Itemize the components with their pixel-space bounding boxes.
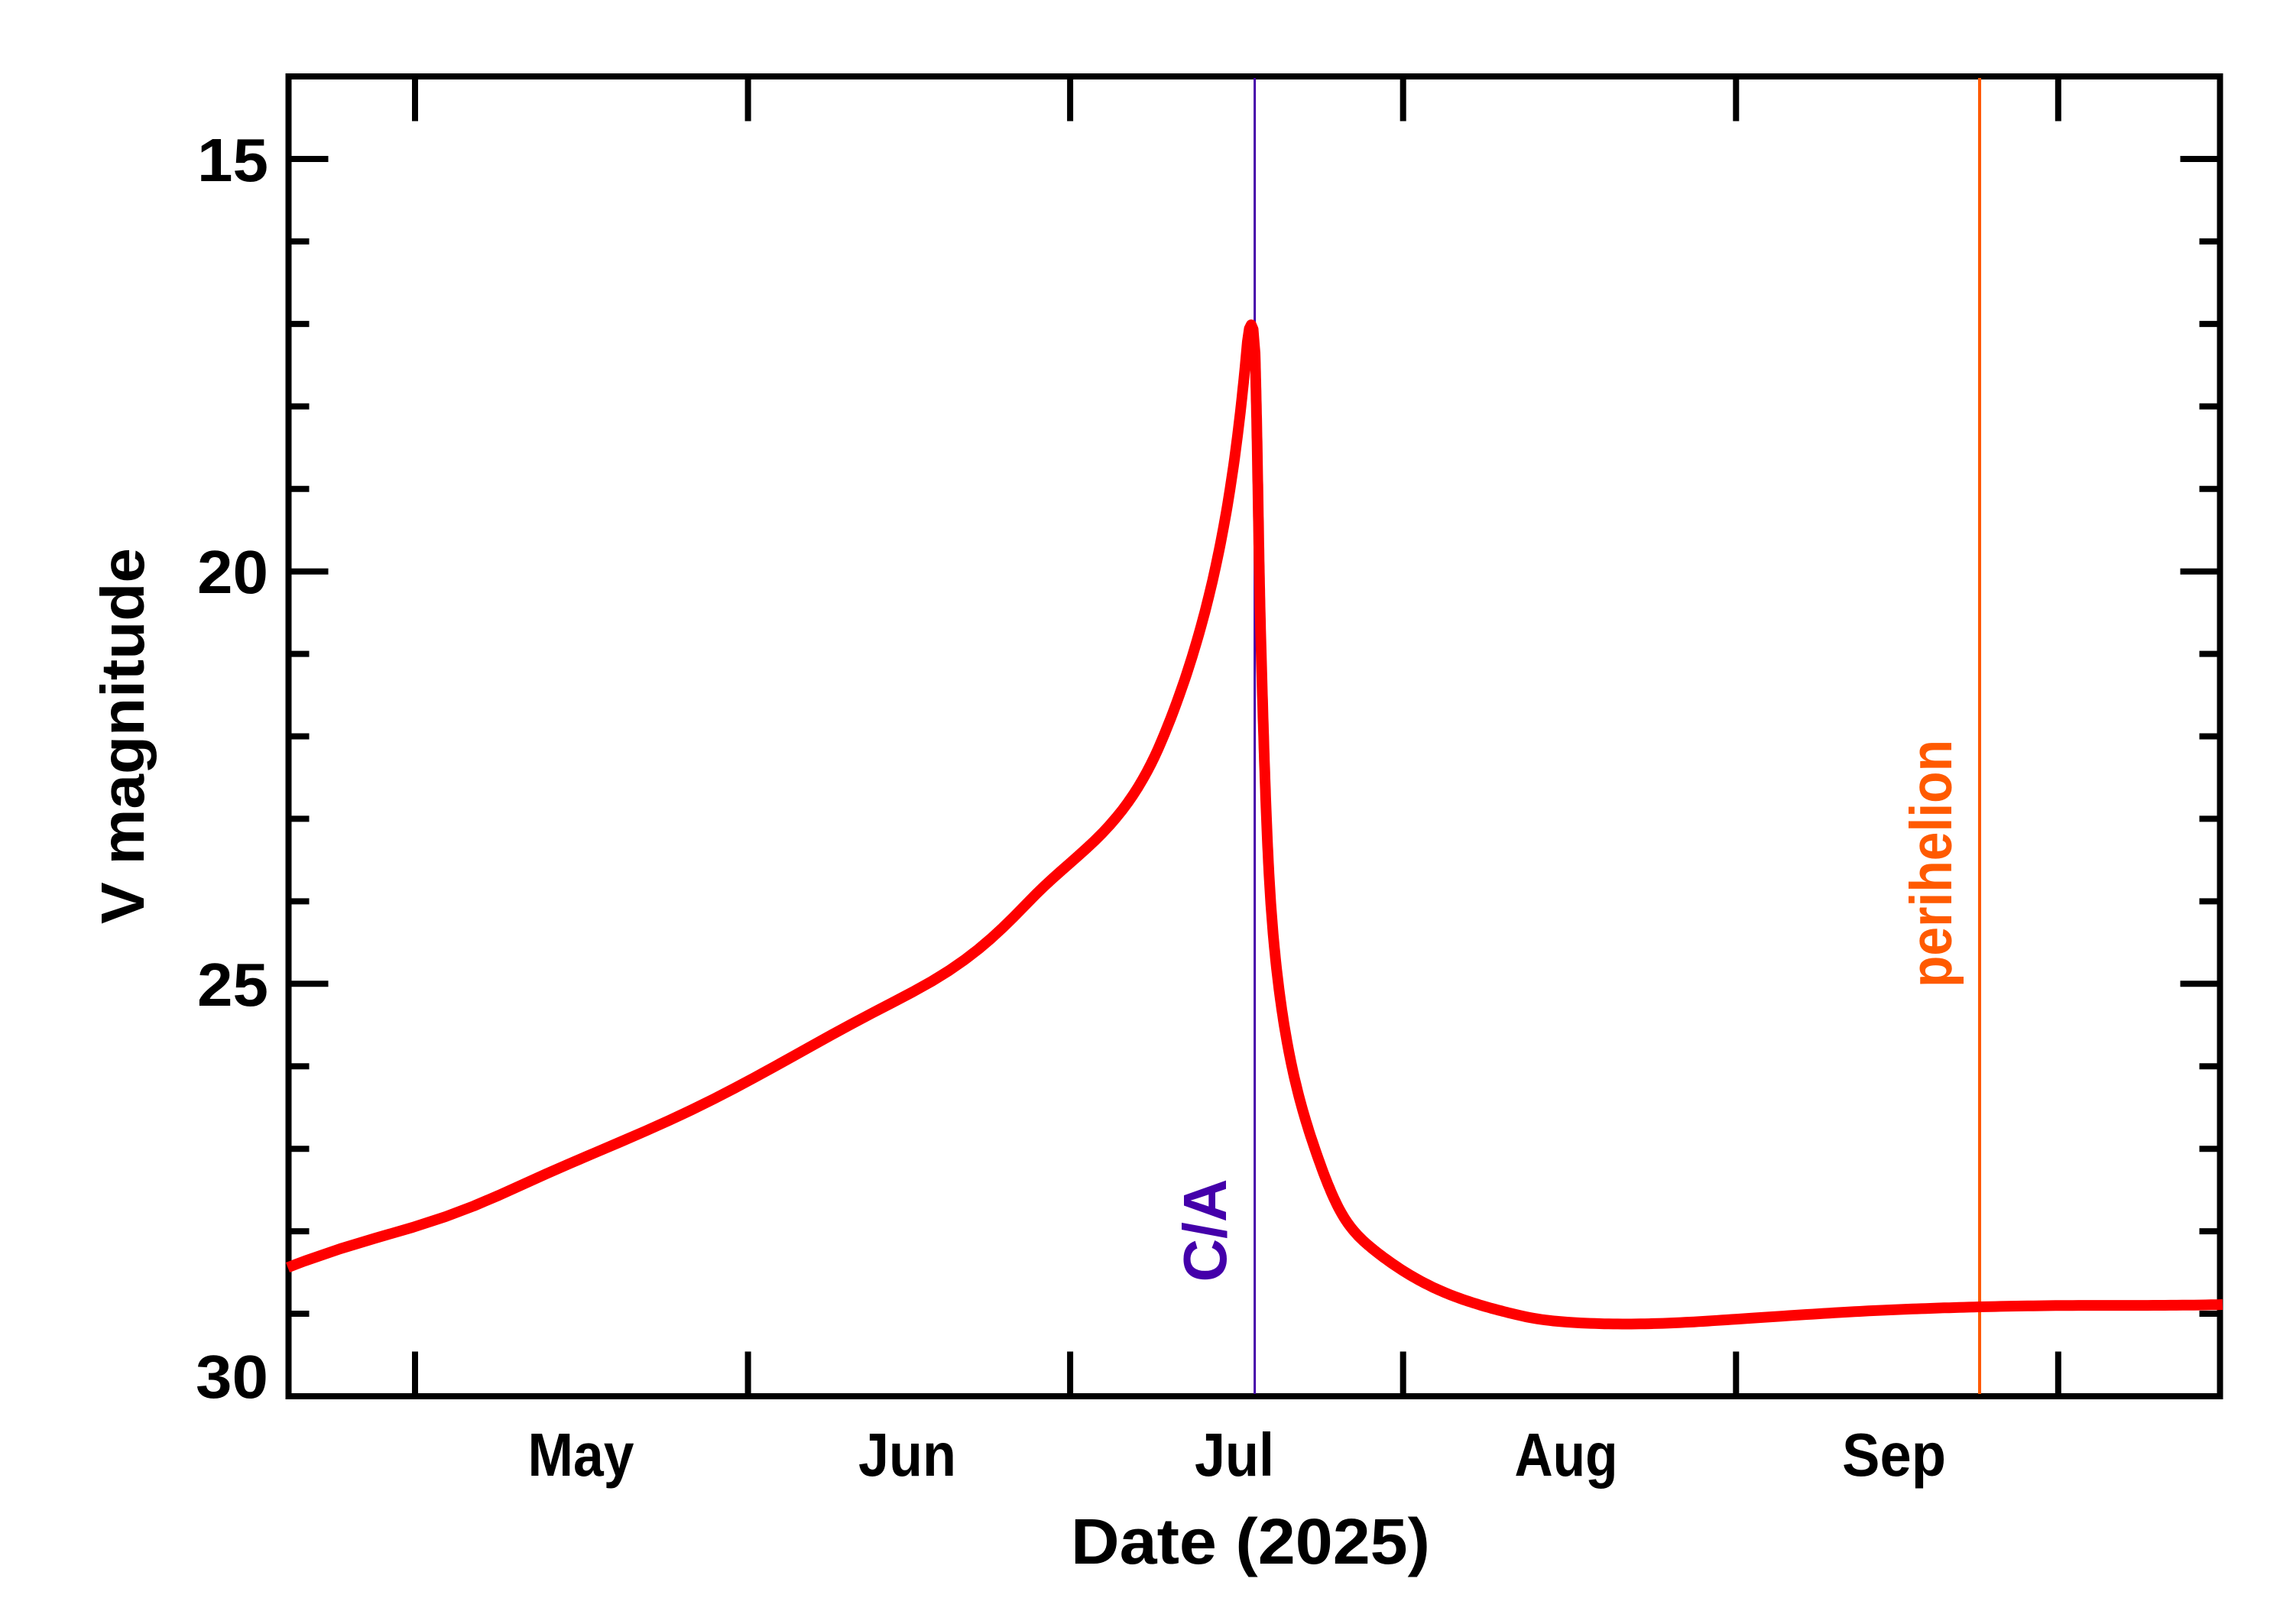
svg-text:C/A: C/A	[1171, 1179, 1239, 1282]
svg-text:Jul: Jul	[1195, 1421, 1274, 1489]
svg-text:25: 25	[197, 951, 268, 1019]
svg-text:perihelion: perihelion	[1899, 740, 1964, 987]
svg-text:May: May	[528, 1421, 634, 1489]
svg-text:Date (2025): Date (2025)	[1071, 1506, 1430, 1577]
svg-text:Jun: Jun	[858, 1421, 956, 1489]
svg-text:Aug: Aug	[1515, 1421, 1618, 1489]
svg-text:20: 20	[197, 538, 268, 606]
svg-text:Sep: Sep	[1842, 1421, 1946, 1489]
svg-text:30: 30	[196, 1343, 268, 1411]
svg-text:15: 15	[197, 126, 268, 194]
svg-text:V magnitude: V magnitude	[89, 548, 157, 924]
